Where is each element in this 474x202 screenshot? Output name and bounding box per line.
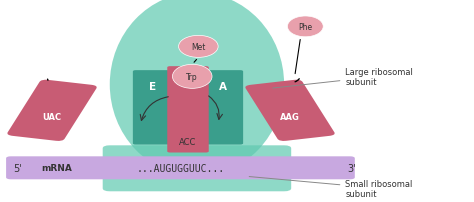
Ellipse shape [110,0,284,176]
Text: A: A [219,81,228,91]
FancyBboxPatch shape [203,71,243,145]
Text: Large ribosomal
subunit: Large ribosomal subunit [273,67,413,89]
Ellipse shape [173,65,212,89]
FancyBboxPatch shape [6,157,355,179]
Text: AAG: AAG [280,112,300,121]
Ellipse shape [179,36,218,58]
FancyBboxPatch shape [8,80,97,141]
FancyBboxPatch shape [167,67,209,153]
Text: E: E [149,81,156,91]
Text: Phe: Phe [298,23,312,32]
FancyBboxPatch shape [103,146,291,191]
Text: Met: Met [191,43,206,52]
Text: ...AUGUGGUUC...: ...AUGUGGUUC... [137,163,225,173]
Text: P: P [184,76,192,85]
Text: mRNA: mRNA [41,163,73,172]
Text: ACC: ACC [179,137,197,146]
Text: 3': 3' [348,163,356,173]
FancyBboxPatch shape [246,80,335,141]
Ellipse shape [287,17,323,38]
Text: Small ribosomal
subunit: Small ribosomal subunit [249,177,413,198]
FancyBboxPatch shape [133,71,173,145]
Text: 5': 5' [13,163,22,173]
Text: Trp: Trp [186,73,198,81]
Text: UAC: UAC [43,112,62,121]
